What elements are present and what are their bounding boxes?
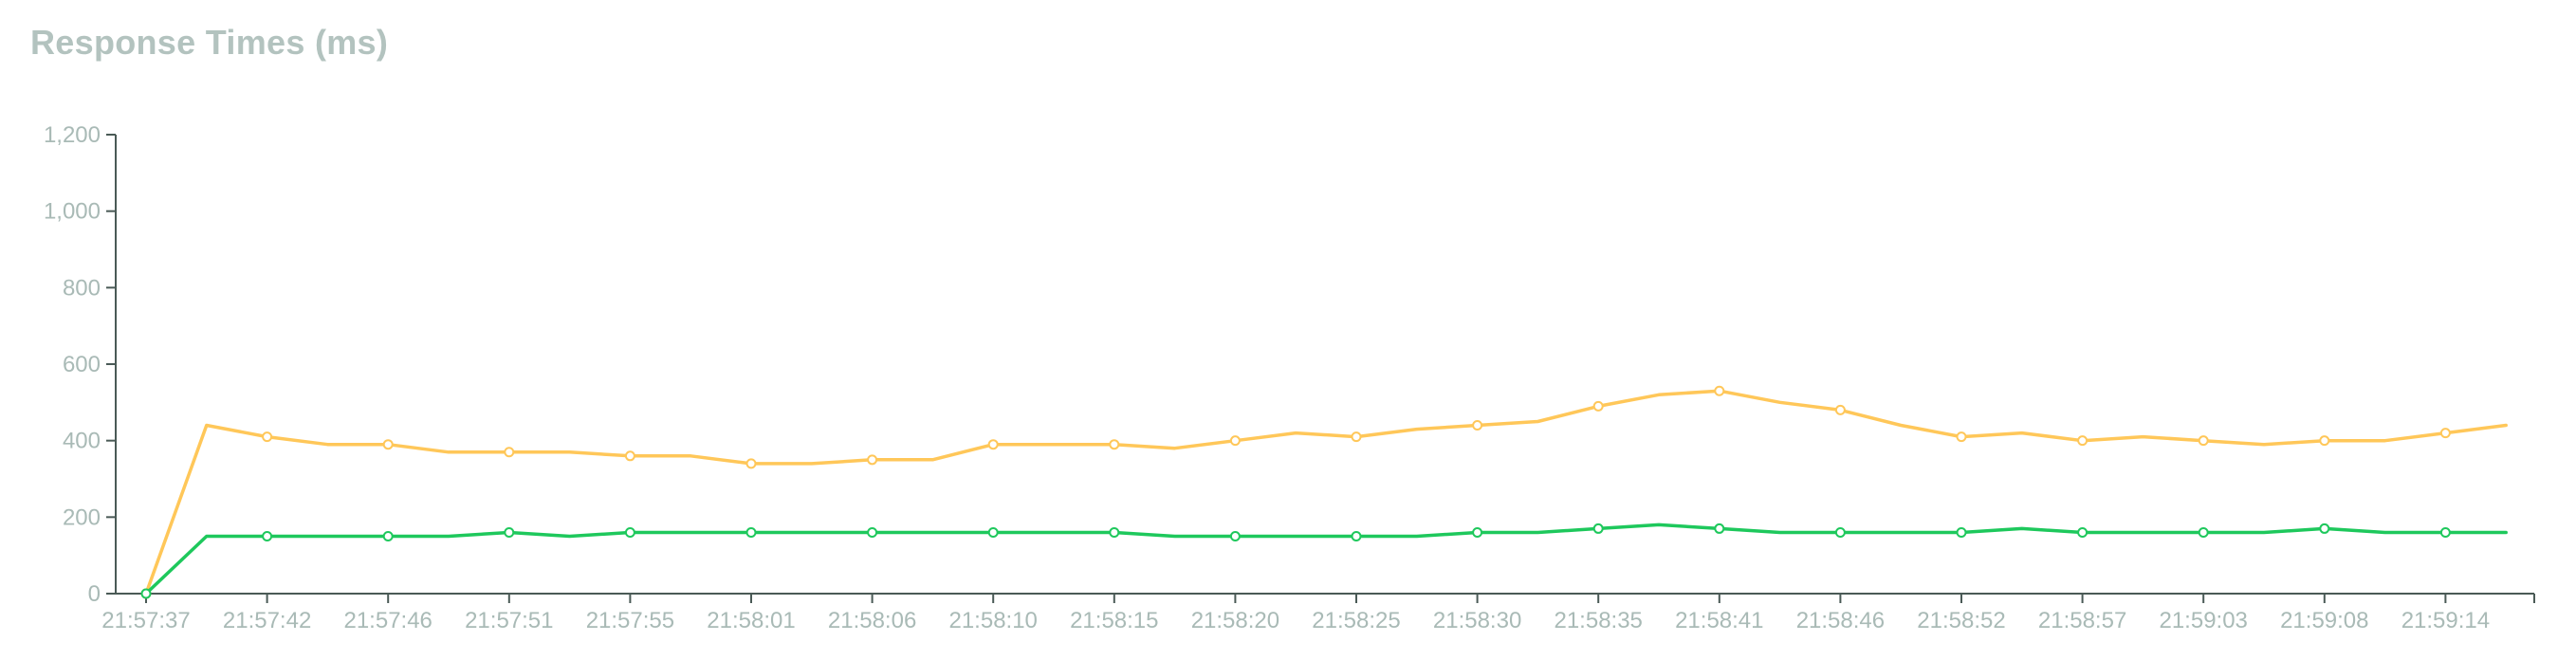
data-point xyxy=(1109,526,1120,538)
data-point xyxy=(2319,522,2330,534)
x-tick-label: 21:58:06 xyxy=(828,608,916,633)
y-tick-label: 400 xyxy=(63,429,101,454)
y-tick-label: 800 xyxy=(63,275,101,301)
data-point xyxy=(2319,435,2330,447)
data-point xyxy=(2439,428,2451,439)
data-point xyxy=(504,447,515,458)
x-tick-label: 21:57:37 xyxy=(101,608,190,633)
data-point xyxy=(1229,531,1241,541)
series-line xyxy=(144,522,2508,596)
x-tick-label: 21:58:35 xyxy=(1554,608,1642,633)
x-tick-label: 21:58:01 xyxy=(707,608,795,633)
x-tick-label: 21:58:57 xyxy=(2038,608,2126,633)
series-group xyxy=(140,385,2508,599)
data-point xyxy=(1714,522,1725,534)
data-point xyxy=(624,450,635,462)
x-tick-label: 21:57:42 xyxy=(223,608,311,633)
y-tick-label: 200 xyxy=(63,504,101,530)
data-point xyxy=(1472,526,1483,538)
data-point xyxy=(140,588,152,599)
data-point xyxy=(1592,400,1604,412)
data-point xyxy=(504,526,515,538)
series-line xyxy=(144,389,2508,596)
data-point xyxy=(745,526,757,538)
data-point xyxy=(867,526,878,538)
x-tick-label: 21:57:51 xyxy=(465,608,553,633)
data-point xyxy=(1351,431,1362,443)
data-point xyxy=(2077,435,2088,447)
data-point xyxy=(1714,385,1725,396)
x-tick-label: 21:58:30 xyxy=(1433,608,1521,633)
y-tick-label: 0 xyxy=(88,581,101,607)
data-point xyxy=(262,531,273,541)
data-point xyxy=(867,454,878,466)
data-point xyxy=(262,431,273,443)
data-point xyxy=(1834,526,1846,538)
x-axis: 21:57:37 21:57:42 21:57:46 21:57:51 21:57:55… xyxy=(101,593,2535,633)
x-tick-label: 21:57:46 xyxy=(343,608,432,633)
data-point xyxy=(382,531,394,541)
data-point xyxy=(2077,526,2088,538)
x-tick-label: 21:59:08 xyxy=(2280,608,2368,633)
data-point xyxy=(1351,531,1362,541)
data-point xyxy=(1109,439,1120,450)
data-point xyxy=(1592,522,1604,534)
data-point xyxy=(987,439,999,450)
x-tick-label: 21:58:46 xyxy=(1796,608,1885,633)
data-point xyxy=(2198,526,2209,538)
x-tick-label: 21:57:55 xyxy=(586,608,674,633)
x-tick-label: 21:58:20 xyxy=(1191,608,1279,633)
data-point xyxy=(2439,526,2451,538)
data-point xyxy=(382,439,394,450)
y-tick-label: 1,200 xyxy=(44,122,101,148)
x-tick-label: 21:59:14 xyxy=(2401,608,2490,633)
chart-title: Response Times (ms) xyxy=(30,23,389,62)
data-point xyxy=(1472,420,1483,431)
x-tick-label: 21:58:15 xyxy=(1070,608,1158,633)
data-point xyxy=(745,458,757,469)
data-point xyxy=(1956,526,1967,538)
x-tick-label: 21:58:52 xyxy=(1917,608,2005,633)
data-point xyxy=(2198,435,2209,447)
data-point xyxy=(987,526,999,538)
x-tick-label: 21:58:25 xyxy=(1312,608,1400,633)
x-tick-label: 21:58:10 xyxy=(948,608,1037,633)
data-point xyxy=(1956,431,1967,443)
data-point xyxy=(624,526,635,538)
x-tick-label: 21:58:41 xyxy=(1675,608,1763,633)
data-point xyxy=(1834,404,1846,415)
x-tick-label: 21:59:03 xyxy=(2159,608,2247,633)
y-axis: 0 200 400 600 800 1,000 1,200 xyxy=(44,122,117,607)
y-tick-label: 600 xyxy=(63,352,101,377)
data-point xyxy=(1229,435,1241,447)
y-tick-label: 1,000 xyxy=(44,199,101,225)
